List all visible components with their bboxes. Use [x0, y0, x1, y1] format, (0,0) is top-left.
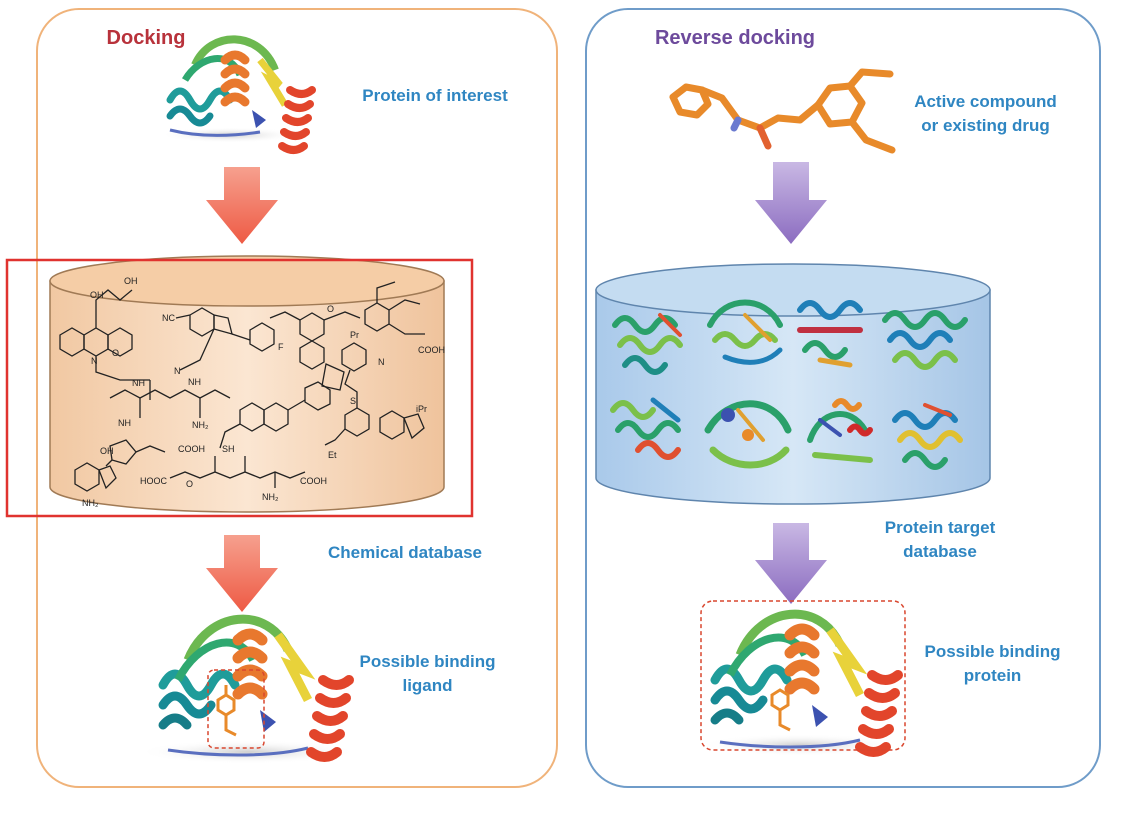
- chem-label-nh2-3: NH₂: [82, 498, 99, 508]
- chem-label-nh-3: NH: [132, 378, 145, 388]
- chemical-structures: [59, 281, 425, 492]
- chemical-database-highlight-box: [5, 258, 474, 518]
- chem-label-et: Et: [328, 450, 337, 460]
- chem-label-o-2: O: [327, 304, 334, 314]
- chem-label-f: F: [278, 342, 284, 352]
- protein-target-database-cylinder: [595, 263, 991, 505]
- chem-label-nh-1: NH: [118, 418, 131, 428]
- chem-label-oh-1: OH: [90, 290, 104, 300]
- possible-binding-ligand-line1: Possible binding: [359, 652, 496, 671]
- possible-binding-protein-label: Possible binding protein: [905, 640, 1080, 688]
- protein-thumbnail-4: [882, 310, 968, 370]
- chem-label-cooh-2: COOH: [178, 444, 205, 454]
- protein-thumbnail-5: [610, 397, 681, 460]
- active-compound-line2: or existing drug: [921, 116, 1050, 135]
- chem-label-hooc-1: HOOC: [140, 476, 168, 486]
- chemical-database-cylinder: [49, 255, 445, 513]
- chem-label-oh-2: OH: [124, 276, 138, 286]
- protein-thumbnail-3: [797, 300, 863, 368]
- protein-thumbnail-1: [612, 313, 683, 375]
- protein-ligand-complex: [138, 614, 358, 764]
- binding-protein-highlight-box: [700, 600, 906, 751]
- chem-label-nc: NC: [162, 313, 175, 323]
- chem-label-s: S: [350, 396, 356, 406]
- chemical-atom-labels: NC O O O N N N NH NH NH NH₂ NH₂ NH₂ OH O…: [82, 276, 445, 508]
- chem-label-nh2-1: NH₂: [192, 420, 209, 430]
- chem-label-n-2: N: [174, 366, 181, 376]
- protein-thumbnail-6: [704, 400, 792, 469]
- chem-label-cooh-3: COOH: [418, 345, 445, 355]
- chem-label-n-1: N: [91, 356, 98, 366]
- active-compound-structure: [669, 68, 896, 154]
- reverse-arrow-2: [755, 523, 827, 604]
- chem-label-ipr: iPr: [416, 404, 427, 414]
- chem-label-pr: Pr: [350, 330, 359, 340]
- protein-target-database-line1: Protein target: [884, 518, 996, 537]
- protein-thumbnail-7: [807, 398, 873, 463]
- ligand-highlight-box: [207, 669, 265, 749]
- protein-of-interest-label: Protein of interest: [362, 86, 508, 105]
- chem-label-o-3: O: [186, 479, 193, 489]
- protein-thumbnail-2: [707, 299, 783, 365]
- docking-arrow-1: [206, 167, 278, 244]
- possible-binding-ligand-label: Possible binding ligand: [340, 650, 515, 698]
- reverse-arrow-1: [755, 162, 827, 244]
- docking-title: Docking: [106, 27, 186, 49]
- chemical-database-label: Chemical database: [327, 543, 482, 562]
- protein-target-database-line2: database: [903, 542, 977, 561]
- chem-label-oh-3: OH: [100, 446, 114, 456]
- possible-binding-protein-line1: Possible binding: [924, 642, 1061, 661]
- protein-target-database-label: Protein target database: [860, 516, 1020, 564]
- active-compound-label: Active compound or existing drug: [898, 90, 1073, 138]
- active-compound-line1: Active compound: [914, 92, 1057, 111]
- chem-label-n-3: N: [378, 357, 385, 367]
- chem-label-sh: SH: [222, 444, 235, 454]
- chem-label-cooh-1: COOH: [300, 476, 327, 486]
- possible-binding-protein-line2: protein: [963, 666, 1022, 685]
- protein-structures-grid: [610, 299, 968, 470]
- chem-label-o-1: O: [112, 348, 119, 358]
- reverse-docking-title: Reverse docking: [654, 27, 816, 49]
- protein-of-interest-structure: [160, 35, 316, 154]
- possible-binding-ligand-line2: ligand: [402, 676, 453, 695]
- chem-label-nh-2: NH: [188, 377, 201, 387]
- docking-arrow-2: [206, 535, 278, 612]
- protein-thumbnail-8: [892, 403, 963, 470]
- chem-label-nh2-2: NH₂: [262, 492, 279, 502]
